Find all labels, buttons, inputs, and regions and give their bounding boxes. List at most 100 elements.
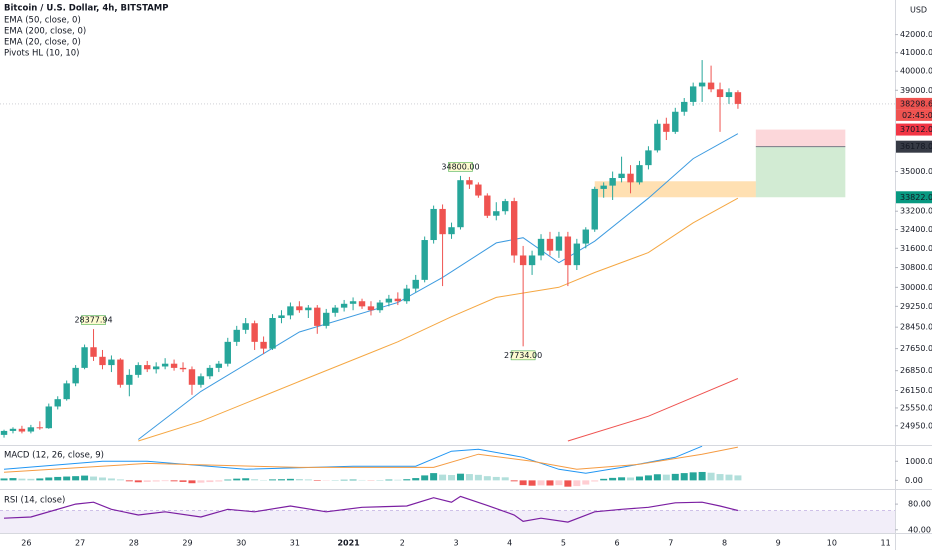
y-tick-label: 33200.00 <box>900 207 932 216</box>
macd-plot <box>0 446 742 487</box>
candle-body <box>72 367 79 384</box>
candle-body <box>591 188 598 230</box>
macd-histogram-bar <box>725 474 733 481</box>
candle-body <box>224 341 231 364</box>
candle-body <box>385 298 393 303</box>
y-tick-label: 26850.00 <box>900 366 932 375</box>
macd-histogram-bar <box>286 478 294 481</box>
candle-body <box>135 365 142 375</box>
macd-histogram-bar <box>671 473 679 481</box>
y-tick-label: 28450.00 <box>900 323 932 332</box>
macd-histogram-bar <box>564 480 572 487</box>
candle-body <box>681 101 688 112</box>
candle-body <box>403 288 410 302</box>
candle-body <box>117 359 124 385</box>
candle-body <box>546 238 554 251</box>
candle-body <box>358 301 366 307</box>
macd-histogram-bar <box>170 480 178 482</box>
candle-body <box>376 302 384 311</box>
macd-histogram-bar <box>161 480 169 482</box>
candle-body <box>636 165 643 183</box>
candle-body <box>645 150 652 166</box>
rsi-band <box>0 510 895 533</box>
macd-histogram-bar <box>304 479 312 481</box>
candle-body <box>457 180 464 228</box>
candle-body <box>9 428 17 431</box>
candle-body <box>99 356 106 366</box>
candle-body <box>430 208 437 241</box>
candle-body <box>206 367 214 377</box>
macd-histogram-bar <box>456 473 464 481</box>
candle-body <box>36 427 44 429</box>
candle-body <box>0 430 8 435</box>
x-tick-label: 6 <box>615 539 620 548</box>
macd-histogram-bar <box>233 478 241 481</box>
macd-histogram-bar <box>45 477 53 481</box>
candle-body <box>45 406 52 429</box>
countdown: 02:45:01 <box>902 111 932 120</box>
x-tick-label: 11 <box>881 539 891 548</box>
y-tick-label: 29250.00 <box>900 302 932 311</box>
macd-histogram-bar <box>662 474 670 481</box>
x-tick-label: 4 <box>507 539 512 548</box>
pivot-label: 28377.94 <box>74 316 112 325</box>
y-tick-label: 35000.00 <box>900 167 932 176</box>
macd-histogram-bar <box>465 474 473 481</box>
macd-histogram-bar <box>269 479 277 481</box>
y-tick-label: 1000.00 <box>905 457 932 466</box>
candle-body <box>179 367 187 370</box>
macd-title: MACD (12, 26, close, 9) <box>4 451 104 461</box>
candle-body <box>672 111 679 132</box>
candle-body <box>654 123 661 151</box>
countdown-bg <box>896 109 932 121</box>
target-tag: 33822.00 <box>900 193 932 202</box>
candle-body <box>573 243 581 266</box>
macd-histogram-bar <box>340 479 348 481</box>
candle-body <box>251 323 258 342</box>
candle-body <box>126 374 133 385</box>
macd-histogram-bar <box>18 478 26 481</box>
y-tick-label: 30800.00 <box>900 263 932 272</box>
x-tick-label: 5 <box>561 539 566 548</box>
y-tick-label: 27650.00 <box>900 344 932 353</box>
candle-body <box>63 383 70 400</box>
candle-body <box>331 307 339 313</box>
y-tick-label: 80.00 <box>908 500 931 509</box>
candle-body <box>716 89 724 98</box>
macd-histogram-bar <box>224 479 232 481</box>
stop-zone <box>755 129 846 147</box>
y-tick-label: 26150.00 <box>900 386 932 395</box>
candle-body <box>663 123 670 132</box>
candle-body <box>475 184 482 196</box>
macd-histogram-bar <box>251 479 259 481</box>
y-tick-label: 24950.00 <box>900 421 932 430</box>
macd-histogram-bar <box>618 477 626 481</box>
macd-histogram-bar <box>412 478 420 481</box>
macd-histogram-bar <box>591 480 599 482</box>
macd-histogram-bar <box>519 480 527 486</box>
macd-histogram-bar <box>116 479 124 481</box>
x-tick-label: 26 <box>21 539 31 548</box>
candle-body <box>278 315 285 319</box>
candle-body <box>689 86 697 102</box>
macd-histogram-bar <box>582 480 590 485</box>
macd-histogram-bar <box>474 474 482 481</box>
legend-entry: EMA (200, close, 0) <box>4 27 86 37</box>
x-tick-label: 10 <box>827 539 837 548</box>
macd-histogram-bar <box>483 476 491 481</box>
last-price-tag: 38298.69 <box>900 99 932 108</box>
candle-body <box>305 307 312 311</box>
candle-body <box>152 366 160 370</box>
macd-histogram-bar <box>72 476 80 481</box>
candle-body <box>466 180 473 185</box>
overlay: Bitcoin / U.S. Dollar, 4h, BITSTAMP USD … <box>4 4 927 506</box>
plot-area <box>0 60 895 442</box>
candle-body <box>493 211 500 216</box>
macd-histogram-bar <box>54 476 62 481</box>
macd-histogram-bar <box>36 478 44 481</box>
candle-body <box>323 312 330 326</box>
candle-body <box>510 201 518 256</box>
x-tick-label: 2 <box>400 539 405 548</box>
